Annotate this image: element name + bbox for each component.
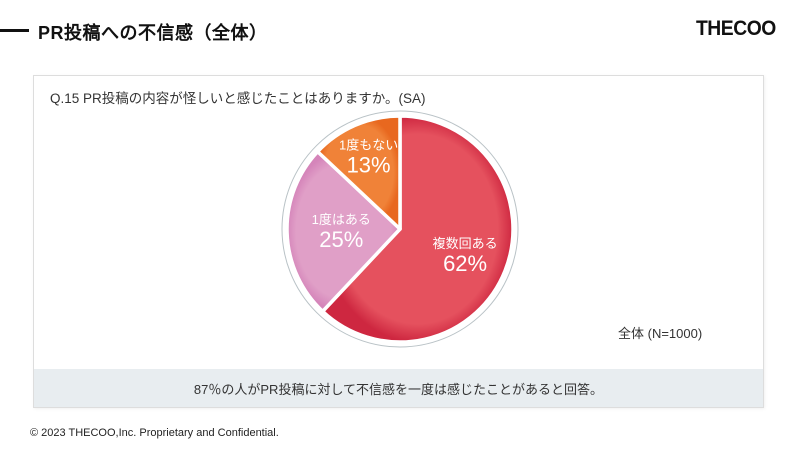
title-dash-line: [0, 29, 29, 32]
summary-bar: 87％の人がPR投稿に対して不信感を一度は感じたことがあると回答。: [34, 369, 763, 407]
pie-slice-1: [285, 149, 402, 314]
pie-chart-svg: 複数回ある 62% 1度はある 25% 1度もない 13%: [281, 110, 519, 348]
pie-slice-label-2: 1度もない 13%: [339, 137, 398, 177]
thecoo-logo: THECOO: [696, 17, 776, 40]
question-text: Q.15 PR投稿の内容が怪しいと感じたことはありますか。(SA): [50, 91, 426, 106]
copyright-text: © 2023 THECOO,Inc. Proprietary and Confi…: [30, 427, 279, 439]
chart-panel: Q.15 PR投稿の内容が怪しいと感じたことはありますか。(SA) 複数回ある 6…: [33, 75, 764, 408]
pie-outer-ring: [281, 110, 519, 348]
pie-slice-label-1: 1度はある 25%: [312, 212, 371, 252]
pie-chart: 複数回ある 62% 1度はある 25% 1度もない 13%: [280, 109, 520, 349]
pie-slice-label-0: 複数回ある 62%: [433, 236, 498, 276]
sample-size-label: 全体 (N=1000): [618, 326, 703, 341]
page-title: PR投稿への不信感（全体）: [38, 23, 268, 43]
pie-slice-2: [315, 114, 402, 231]
pie-slice-0: [320, 114, 515, 344]
summary-text: 87％の人がPR投稿に対して不信感を一度は感じたことがあると回答。: [193, 381, 604, 397]
